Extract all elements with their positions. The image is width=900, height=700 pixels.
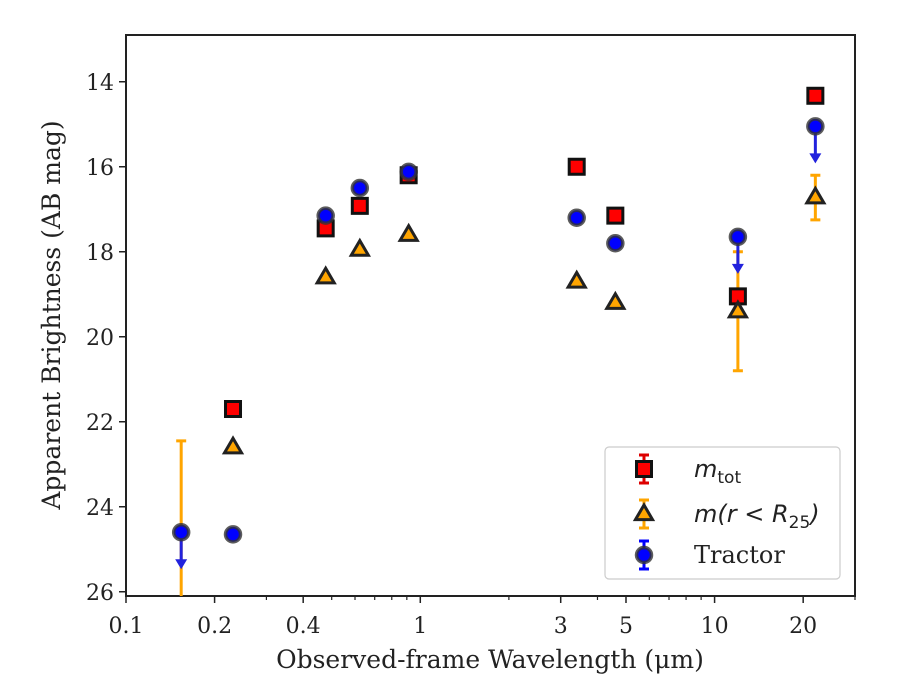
square-marker [606, 206, 625, 225]
data-markers [171, 86, 827, 570]
legend-triangle-marker [632, 502, 656, 522]
circle-marker [399, 162, 418, 182]
legend-label-base: m [694, 455, 717, 483]
square-marker [567, 157, 586, 176]
y-tick-label: 18 [86, 241, 114, 266]
upper-limit-arrowhead [175, 559, 188, 570]
triangle-marker [314, 265, 337, 285]
legend-square-marker [635, 460, 653, 478]
legend-label-close: ) [808, 500, 819, 528]
legend: mtot m(r < R25) Tractor [604, 446, 841, 580]
square-marker [806, 86, 825, 105]
circle-marker [316, 206, 335, 225]
x-axis-ticks: 0.1 0.2 0.4 1 3 5 10 20 [109, 596, 856, 639]
x-tick-label: 3 [554, 614, 568, 639]
circle-marker [728, 227, 748, 247]
x-tick-label: 20 [789, 614, 817, 639]
x-tick-label: 5 [619, 614, 633, 639]
legend-circle-marker [634, 545, 654, 565]
triangle-marker [604, 290, 627, 310]
upper-limit-arrowhead [809, 153, 822, 164]
legend-frame [604, 446, 841, 580]
triangle-marker [397, 222, 420, 242]
y-tick-label: 20 [86, 326, 114, 351]
legend-label: mtot [694, 455, 741, 488]
x-tick-label: 0.4 [286, 614, 321, 639]
triangle-marker [804, 185, 827, 205]
triangle-marker [348, 237, 371, 257]
y-tick-label: 22 [86, 411, 114, 436]
legend-label-base: m(r < R [694, 500, 789, 528]
y-tick-label: 24 [86, 496, 114, 521]
square-marker [350, 196, 369, 215]
triangle-marker [726, 299, 750, 319]
upper-limit-arrowhead [731, 263, 744, 274]
legend-label: m(r < R25) [694, 500, 820, 533]
x-axis-label: Observed-frame Wavelength (μm) [276, 645, 704, 674]
y-tick-label: 26 [86, 581, 114, 606]
x-tick-label: 1 [413, 614, 427, 639]
x-tick-label: 0.2 [197, 614, 232, 639]
x-tick-label: 10 [701, 614, 729, 639]
y-tick-label: 16 [86, 156, 114, 181]
circle-marker [806, 117, 825, 136]
y-tick-label: 14 [86, 71, 114, 96]
y-axis-ticks: 14 16 18 20 22 24 26 [86, 71, 126, 606]
legend-label-subscript: tot [717, 468, 741, 488]
x-tick-label: 0.1 [109, 614, 144, 639]
y-axis-label: Apparent Brightness (AB mag) [37, 120, 66, 510]
circle-marker [606, 234, 625, 253]
triangle-marker [565, 269, 588, 289]
circle-marker [350, 178, 370, 198]
square-marker [224, 400, 243, 418]
circle-marker [171, 523, 191, 542]
legend-label: Tractor [694, 541, 785, 569]
circle-marker [223, 525, 243, 544]
circle-marker [567, 208, 586, 227]
legend-label-subscript: 25 [789, 513, 811, 533]
triangle-marker [221, 435, 245, 455]
